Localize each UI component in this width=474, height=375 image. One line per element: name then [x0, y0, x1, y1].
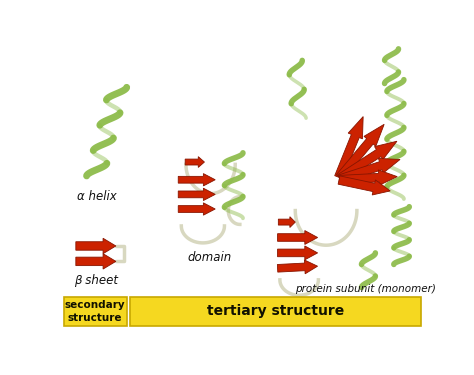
Text: secondary
structure: secondary structure: [65, 300, 126, 322]
Polygon shape: [178, 174, 215, 186]
Polygon shape: [277, 260, 318, 274]
Polygon shape: [76, 254, 116, 269]
FancyBboxPatch shape: [64, 297, 127, 326]
Polygon shape: [278, 246, 318, 260]
Polygon shape: [278, 231, 318, 244]
Text: protein subunit (monomer): protein subunit (monomer): [295, 284, 436, 294]
Polygon shape: [339, 170, 397, 185]
Text: domain: domain: [188, 251, 232, 264]
FancyBboxPatch shape: [130, 297, 421, 326]
Text: tertiary structure: tertiary structure: [207, 304, 344, 318]
Polygon shape: [337, 124, 384, 180]
Polygon shape: [76, 238, 116, 254]
Polygon shape: [278, 217, 295, 228]
Text: β sheet: β sheet: [74, 274, 118, 287]
Polygon shape: [178, 203, 215, 215]
Polygon shape: [335, 117, 363, 179]
Text: α helix: α helix: [77, 190, 117, 203]
Polygon shape: [338, 176, 390, 195]
Polygon shape: [338, 141, 397, 182]
Polygon shape: [178, 188, 215, 201]
Polygon shape: [338, 158, 400, 183]
Polygon shape: [185, 157, 204, 167]
